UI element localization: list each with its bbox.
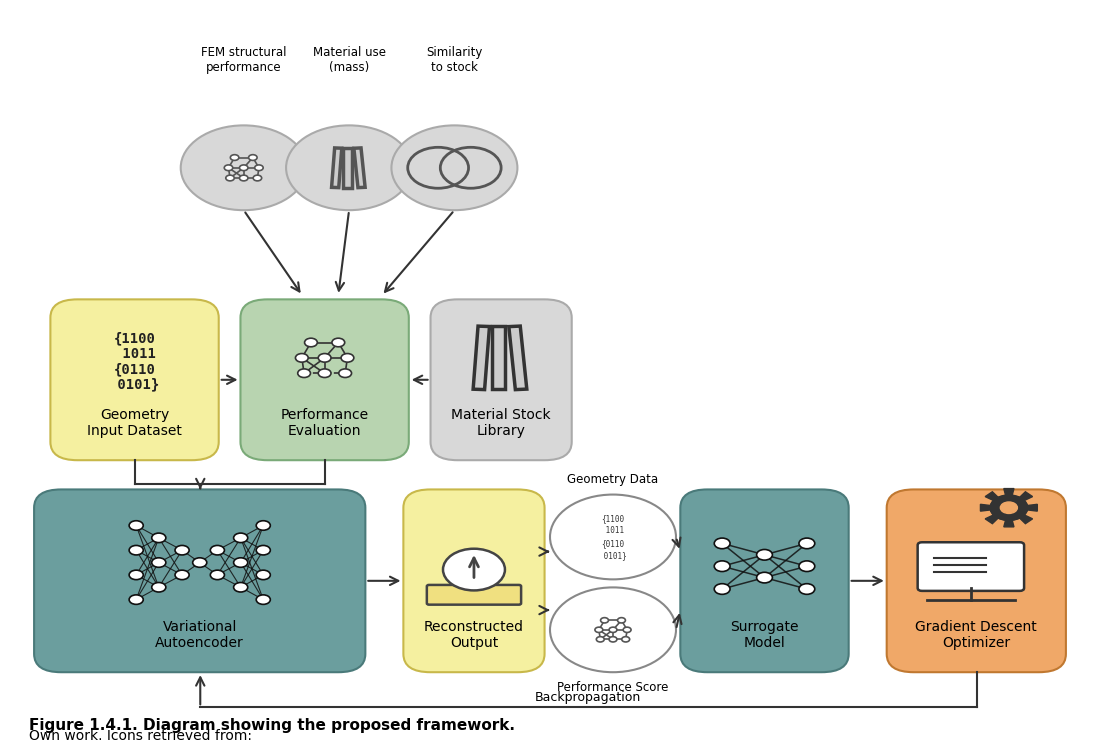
Circle shape — [226, 175, 234, 181]
FancyBboxPatch shape — [404, 490, 544, 672]
Text: Performance
Evaluation: Performance Evaluation — [280, 408, 368, 438]
Text: Figure 1.4.1. Diagram showing the proposed framework.: Figure 1.4.1. Diagram showing the propos… — [29, 717, 515, 732]
Text: Material Stock
Library: Material Stock Library — [451, 408, 551, 438]
Circle shape — [233, 533, 248, 543]
Circle shape — [210, 545, 224, 555]
Text: Geometry Data: Geometry Data — [568, 473, 659, 486]
Circle shape — [286, 126, 412, 210]
Text: Similarity
to stock: Similarity to stock — [426, 46, 483, 74]
Circle shape — [305, 338, 317, 347]
Circle shape — [714, 561, 730, 572]
Circle shape — [129, 520, 143, 530]
Circle shape — [621, 637, 629, 642]
Text: 0101}: 0101} — [109, 378, 160, 392]
Text: 0101}: 0101} — [600, 551, 627, 560]
Circle shape — [799, 561, 815, 572]
Circle shape — [332, 338, 344, 347]
Text: {1100: {1100 — [602, 514, 625, 523]
Bar — [473, 326, 490, 390]
Text: Variational
Autoencoder: Variational Autoencoder — [155, 620, 244, 650]
Circle shape — [256, 545, 271, 555]
Text: Backpropagation: Backpropagation — [535, 691, 641, 705]
Bar — [492, 326, 505, 390]
Circle shape — [256, 595, 271, 605]
Text: 1011: 1011 — [113, 347, 155, 361]
FancyBboxPatch shape — [680, 490, 849, 672]
Circle shape — [595, 627, 603, 632]
Bar — [331, 148, 342, 187]
Circle shape — [152, 533, 166, 543]
Circle shape — [255, 165, 263, 171]
Text: Own work. Icons retrieved from:: Own work. Icons retrieved from: — [29, 729, 252, 743]
Circle shape — [990, 495, 1027, 520]
Text: {0110: {0110 — [602, 538, 625, 547]
Bar — [509, 326, 527, 390]
FancyBboxPatch shape — [887, 490, 1066, 672]
Circle shape — [152, 558, 166, 567]
Circle shape — [714, 584, 730, 594]
Circle shape — [296, 353, 308, 362]
Circle shape — [339, 369, 352, 378]
Circle shape — [253, 175, 262, 181]
Circle shape — [256, 570, 271, 580]
Circle shape — [180, 126, 307, 210]
FancyBboxPatch shape — [430, 299, 572, 460]
Text: Surrogate
Model: Surrogate Model — [730, 620, 799, 650]
Circle shape — [799, 584, 815, 594]
Text: Performance Score: Performance Score — [558, 681, 669, 694]
Circle shape — [596, 637, 604, 642]
Circle shape — [799, 538, 815, 549]
Text: Geometry
Input Dataset: Geometry Input Dataset — [87, 408, 182, 438]
Text: {0110: {0110 — [113, 362, 155, 376]
Circle shape — [601, 617, 608, 623]
Circle shape — [550, 587, 676, 672]
Bar — [343, 148, 352, 187]
Circle shape — [129, 570, 143, 580]
Circle shape — [392, 126, 517, 210]
FancyBboxPatch shape — [917, 542, 1024, 591]
FancyBboxPatch shape — [51, 299, 219, 460]
FancyBboxPatch shape — [34, 490, 365, 672]
Circle shape — [609, 637, 617, 642]
Circle shape — [224, 165, 233, 171]
Circle shape — [175, 570, 189, 580]
Circle shape — [240, 175, 248, 181]
Circle shape — [757, 572, 772, 583]
Circle shape — [129, 595, 143, 605]
Circle shape — [210, 570, 224, 580]
Circle shape — [175, 545, 189, 555]
Text: Reconstructed
Output: Reconstructed Output — [424, 620, 524, 650]
Circle shape — [233, 583, 248, 592]
Text: FEM structural
performance: FEM structural performance — [201, 46, 286, 74]
Circle shape — [609, 627, 617, 632]
FancyBboxPatch shape — [241, 299, 409, 460]
Circle shape — [192, 558, 207, 567]
Circle shape — [256, 520, 271, 530]
Polygon shape — [980, 489, 1037, 527]
Text: 1011: 1011 — [602, 526, 625, 535]
Circle shape — [152, 583, 166, 592]
Circle shape — [617, 617, 626, 623]
Text: Gradient Descent
Optimizer: Gradient Descent Optimizer — [915, 620, 1037, 650]
Text: {1100: {1100 — [113, 332, 155, 346]
Circle shape — [318, 353, 331, 362]
Circle shape — [230, 155, 239, 160]
Circle shape — [550, 495, 676, 579]
Circle shape — [129, 545, 143, 555]
FancyBboxPatch shape — [427, 585, 521, 605]
Bar — [354, 148, 365, 188]
Circle shape — [624, 627, 631, 632]
Text: Material use
(mass): Material use (mass) — [312, 46, 386, 74]
Circle shape — [443, 549, 505, 590]
Circle shape — [318, 369, 331, 378]
Circle shape — [757, 550, 772, 560]
Circle shape — [233, 558, 248, 567]
Circle shape — [240, 165, 248, 171]
Circle shape — [1000, 502, 1018, 514]
Circle shape — [341, 353, 354, 362]
Circle shape — [714, 538, 730, 549]
Circle shape — [249, 155, 257, 160]
Circle shape — [298, 369, 310, 378]
